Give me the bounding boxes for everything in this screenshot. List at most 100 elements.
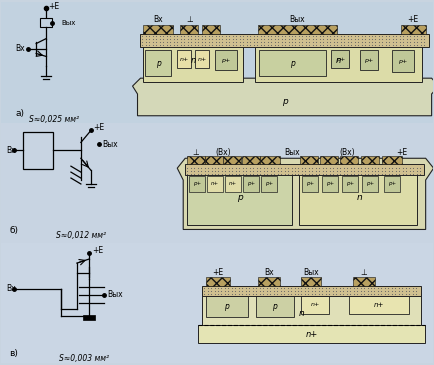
Bar [202,286,421,296]
Text: n: n [191,56,196,65]
Text: p+: p+ [326,181,334,187]
Bar [144,25,173,34]
Text: +E: +E [407,15,418,24]
Text: p+: p+ [193,181,201,187]
Bar [243,176,259,192]
Bar [223,156,241,164]
Bar [401,25,426,34]
Bar [1,243,433,363]
Text: p: p [272,302,277,311]
Text: n+: n+ [197,57,207,62]
Text: Вх: Вх [7,146,16,155]
Text: а): а) [15,109,24,118]
Bar [187,173,292,224]
Bar [361,156,379,164]
Text: в): в) [10,349,18,358]
Bar [302,296,329,314]
Bar [362,176,378,192]
Text: +E: +E [93,123,104,132]
Text: ⊥: ⊥ [193,148,200,157]
Bar [302,176,319,192]
Bar [206,277,230,286]
Polygon shape [177,158,434,230]
Text: p+: p+ [366,181,374,187]
Bar [83,315,95,320]
Bar [207,176,223,192]
Bar [300,156,319,164]
Text: Вых: Вых [61,20,76,26]
Text: +E: +E [92,246,103,255]
Bar [1,2,433,123]
Bar [144,45,243,82]
Text: б): б) [10,226,18,235]
Bar [177,50,191,68]
Bar [225,176,241,192]
Bar [189,176,205,192]
Bar [40,18,52,27]
Text: p: p [290,59,295,68]
Text: Вх: Вх [154,15,163,24]
Bar [342,176,358,192]
Bar [195,50,209,68]
Text: S≈0,003 мм²: S≈0,003 мм² [59,354,109,362]
Text: n+: n+ [305,330,318,339]
Text: ⊥: ⊥ [186,15,193,24]
Text: Вх: Вх [264,269,273,277]
Bar [258,277,279,286]
Text: n+: n+ [374,301,384,308]
Bar [353,277,375,286]
Text: Вых: Вых [108,290,123,299]
Text: p+: p+ [265,181,273,187]
Text: Вых: Вых [103,140,118,149]
Text: p+: p+ [346,181,354,187]
Bar [260,156,279,164]
Text: (Вх): (Вх) [215,148,231,157]
Text: p: p [237,193,243,202]
Bar [141,34,429,46]
Bar [322,176,338,192]
Text: Вх: Вх [7,284,16,293]
Text: p+: p+ [335,57,345,62]
Bar [255,45,422,82]
Bar [23,131,53,169]
Text: p+: p+ [221,58,230,63]
Text: n: n [335,56,341,65]
Text: n+: n+ [180,57,189,62]
Text: n+: n+ [229,181,237,187]
Bar [185,164,424,175]
Bar [187,156,205,164]
Bar [360,50,378,70]
Text: p+: p+ [306,181,315,187]
Bar [256,296,293,318]
Bar [384,176,400,192]
Bar [302,277,321,286]
Bar [205,156,223,164]
Text: n+: n+ [211,181,219,187]
Text: p+: p+ [365,58,374,63]
Bar [198,325,424,343]
Bar [340,156,358,164]
Text: n+: n+ [311,302,320,307]
Text: p+: p+ [398,59,408,64]
Text: Вых: Вых [289,15,305,24]
Text: +E: +E [48,3,59,11]
Text: +E: +E [212,269,224,277]
Text: n: n [356,193,362,202]
Bar [180,25,198,34]
Bar [392,50,414,72]
Bar [331,50,349,68]
Bar [202,25,220,34]
Text: S≈0,025 мм²: S≈0,025 мм² [29,115,79,124]
Bar [242,156,260,164]
Text: Вых: Вых [285,148,300,157]
Text: Вх: Вх [15,44,25,53]
Bar [261,176,276,192]
Text: p: p [282,97,287,107]
Text: n: n [299,309,304,318]
Text: Вых: Вых [303,269,319,277]
Text: +E: +E [396,148,408,157]
Bar [206,296,248,318]
Text: p+: p+ [388,181,396,187]
Bar [215,50,237,70]
Bar [320,156,338,164]
